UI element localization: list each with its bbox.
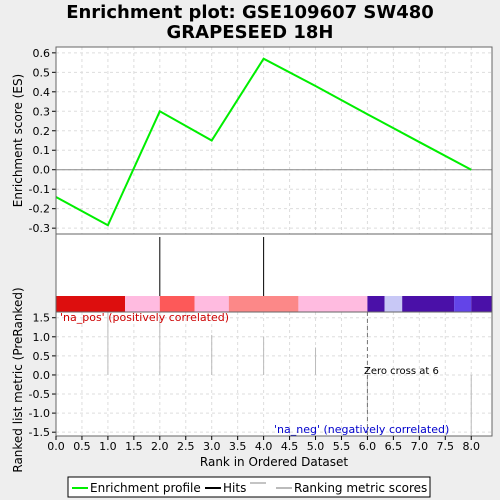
es-tick-label: 0.2 bbox=[33, 125, 51, 138]
heatmap-segment bbox=[298, 296, 368, 312]
heatmap-segment bbox=[367, 296, 385, 312]
x-tick-label: 3.0 bbox=[203, 440, 221, 453]
x-tick-label: 2.0 bbox=[151, 440, 169, 453]
heatmap-segment bbox=[402, 296, 455, 312]
x-tick-label: 1.5 bbox=[125, 440, 143, 453]
legend-label-hits: Hits bbox=[223, 481, 246, 495]
heatmap-segment bbox=[228, 296, 299, 312]
chart-title-line-2: GRAPESEED 18H bbox=[166, 22, 334, 43]
legend-box bbox=[67, 476, 431, 498]
x-axis-label: Rank in Ordered Dataset bbox=[200, 455, 348, 469]
x-tick-label: 5.5 bbox=[333, 440, 351, 453]
x-tick-label: 8.0 bbox=[462, 440, 480, 453]
chart-title-line-1: Enrichment plot: GSE109607 SW480 bbox=[66, 2, 434, 23]
es-tick-label: -0.2 bbox=[29, 203, 50, 216]
es-tick-label: 0.1 bbox=[33, 144, 51, 157]
x-tick-label: 0.0 bbox=[47, 440, 65, 453]
metric-tick-label: 1.0 bbox=[33, 331, 51, 344]
x-tick-label: 4.5 bbox=[281, 440, 299, 453]
heatmap-segment bbox=[454, 296, 472, 312]
es-tick-label: 0.5 bbox=[33, 66, 51, 79]
es-tick-label: -0.1 bbox=[29, 183, 50, 196]
metric-axis-label: Ranked list metric (PreRanked) bbox=[11, 287, 25, 472]
legend-label-enrichment: Enrichment profile bbox=[90, 481, 201, 495]
x-tick-label: 7.5 bbox=[437, 440, 455, 453]
x-tick-label: 5.0 bbox=[307, 440, 325, 453]
heatmap-segment bbox=[384, 296, 403, 312]
x-tick-label: 2.5 bbox=[177, 440, 195, 453]
positive-correlation-label: 'na_pos' (positively correlated) bbox=[60, 311, 229, 324]
x-tick-label: 1.0 bbox=[99, 440, 117, 453]
zero-cross-label: Zero cross at 6 bbox=[364, 366, 439, 377]
es-tick-label: 0.3 bbox=[33, 105, 51, 118]
metric-tick-label: 0.0 bbox=[33, 369, 51, 382]
metric-tick-label: -1.0 bbox=[29, 407, 50, 420]
x-tick-label: 7.0 bbox=[411, 440, 429, 453]
legend-label-metric: Ranking metric scores bbox=[294, 481, 427, 495]
x-tick-label: 3.5 bbox=[229, 440, 247, 453]
hits-panel-background bbox=[56, 234, 492, 296]
negative-correlation-label: 'na_neg' (negatively correlated) bbox=[274, 423, 449, 436]
es-tick-label: -0.3 bbox=[29, 222, 50, 235]
heatmap-segment bbox=[125, 296, 160, 312]
metric-tick-label: 1.5 bbox=[33, 312, 51, 325]
metric-tick-label: -0.5 bbox=[29, 388, 50, 401]
x-tick-label: 4.0 bbox=[255, 440, 273, 453]
es-tick-label: 0.0 bbox=[33, 164, 51, 177]
heatmap-segment bbox=[56, 296, 126, 312]
es-tick-label: 0.4 bbox=[33, 86, 51, 99]
heatmap-segment bbox=[194, 296, 229, 312]
heatmap-segment bbox=[471, 296, 492, 312]
es-axis-label: Enrichment score (ES) bbox=[11, 74, 25, 207]
heatmap-segment bbox=[159, 296, 195, 312]
enrichment-profile-line bbox=[55, 57, 472, 227]
x-tick-label: 0.5 bbox=[73, 440, 91, 453]
metric-tick-label: 0.5 bbox=[33, 350, 51, 363]
x-tick-label: 6.0 bbox=[359, 440, 377, 453]
metric-panel-border bbox=[55, 311, 493, 437]
x-tick-label: 6.5 bbox=[385, 440, 403, 453]
metric-tick-label: -1.5 bbox=[29, 426, 50, 439]
es-tick-label: 0.6 bbox=[33, 47, 51, 60]
es-panel-background bbox=[56, 47, 492, 234]
